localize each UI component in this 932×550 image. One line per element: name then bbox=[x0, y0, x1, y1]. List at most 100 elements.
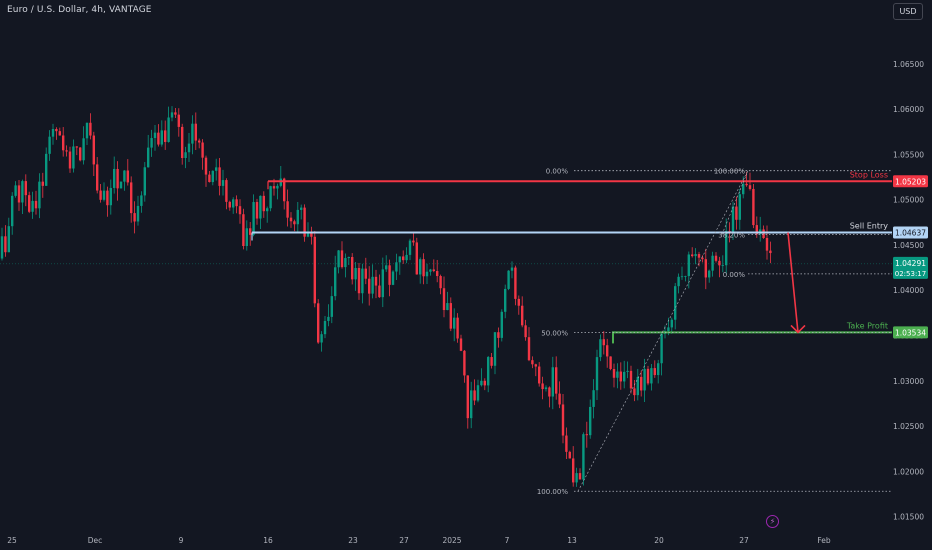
candle-body bbox=[201, 142, 204, 158]
candle-body bbox=[391, 271, 395, 285]
candle-body bbox=[653, 368, 656, 376]
candle-body bbox=[480, 380, 483, 386]
currency-button[interactable]: USD bbox=[893, 3, 923, 20]
price-tick-label: 1.06000 bbox=[893, 105, 924, 114]
fib-label: 0.00% bbox=[546, 168, 569, 176]
candle-body bbox=[245, 228, 248, 247]
candle-body bbox=[385, 265, 388, 270]
candle-body bbox=[228, 201, 231, 208]
candle-body bbox=[269, 186, 272, 209]
candle-body bbox=[4, 236, 7, 253]
candle-body bbox=[286, 201, 289, 218]
candle-body bbox=[126, 170, 129, 183]
candle-body bbox=[344, 258, 347, 268]
flash-icon[interactable]: ⚡ bbox=[766, 515, 779, 528]
candle-body bbox=[371, 276, 374, 294]
candle-body bbox=[164, 130, 167, 142]
countdown-label: 02:53:17 bbox=[895, 270, 926, 278]
candle-body bbox=[198, 140, 201, 143]
candle-body bbox=[130, 182, 133, 214]
candle-body bbox=[643, 368, 646, 391]
levels-layer: Stop Loss Sell Entry Take Profit bbox=[251, 170, 892, 344]
candle-body bbox=[650, 368, 653, 384]
candle-body bbox=[738, 194, 741, 220]
candle-body bbox=[541, 383, 544, 390]
candle-body bbox=[147, 147, 150, 168]
fib-label: 100.00% bbox=[714, 168, 745, 176]
price-tick-label: 1.05000 bbox=[893, 196, 924, 205]
candle-body bbox=[323, 320, 327, 335]
candle-body bbox=[38, 181, 41, 209]
candle-body bbox=[191, 123, 194, 144]
candle-body bbox=[14, 185, 17, 196]
candle-body bbox=[150, 138, 153, 148]
candle-body bbox=[58, 131, 61, 136]
candle-body bbox=[68, 151, 72, 169]
candle-body bbox=[136, 205, 140, 222]
last-price-tag bbox=[893, 256, 928, 279]
candle-body bbox=[99, 190, 102, 200]
candle-body bbox=[143, 167, 146, 196]
candle-body bbox=[670, 319, 673, 328]
candle-body bbox=[476, 385, 480, 401]
candle-body bbox=[167, 117, 170, 142]
candle-body bbox=[368, 278, 371, 294]
candle-body bbox=[218, 167, 221, 186]
candle-body bbox=[500, 311, 503, 338]
price-axis-layer: 1.06500 1.06000 1.05500 1.05000 1.04500 1.040… bbox=[893, 60, 928, 522]
take-profit-price-label: 1.03534 bbox=[895, 328, 926, 337]
candle-body bbox=[697, 254, 701, 258]
candle-body bbox=[327, 316, 330, 321]
candle-body bbox=[306, 233, 310, 237]
candle-body bbox=[48, 136, 51, 154]
candle-body bbox=[194, 123, 197, 141]
candle-body bbox=[51, 128, 55, 137]
candle-body bbox=[548, 387, 551, 397]
candle-body bbox=[432, 269, 435, 272]
candle-body bbox=[170, 112, 174, 118]
candle-body bbox=[551, 367, 554, 397]
take-profit-marker bbox=[612, 331, 614, 344]
price-tick-label: 1.02000 bbox=[893, 467, 924, 476]
candle-body bbox=[657, 363, 660, 376]
sell-entry-label: Sell Entry bbox=[850, 222, 889, 231]
stop-loss-price-label: 1.05203 bbox=[895, 177, 926, 186]
time-tick-label: 23 bbox=[348, 536, 358, 545]
candle-body bbox=[177, 114, 180, 127]
candle-body bbox=[364, 268, 367, 279]
candle-body bbox=[17, 185, 21, 203]
candle-body bbox=[357, 267, 361, 294]
candle-body bbox=[276, 185, 279, 189]
candle-body bbox=[517, 298, 520, 306]
candle-body bbox=[497, 332, 500, 338]
candle-body bbox=[456, 317, 459, 339]
time-tick-label: 16 bbox=[263, 536, 273, 545]
candle-body bbox=[626, 370, 629, 372]
candle-body bbox=[79, 147, 82, 161]
candle-body bbox=[181, 126, 184, 159]
candle-body bbox=[646, 368, 650, 384]
candle-body bbox=[609, 356, 612, 369]
candle-body bbox=[0, 236, 4, 259]
candle-body bbox=[238, 206, 242, 215]
candle-body bbox=[62, 135, 65, 151]
stop-loss-price-tag bbox=[893, 175, 928, 188]
candle-body bbox=[606, 345, 609, 357]
candle-body bbox=[762, 229, 765, 238]
candle-body bbox=[317, 303, 320, 343]
candle-body bbox=[340, 250, 344, 268]
sell-entry-price-tag bbox=[893, 226, 928, 239]
candle-body bbox=[684, 276, 687, 277]
candle-body bbox=[419, 259, 422, 275]
time-tick-label: Feb bbox=[817, 536, 831, 545]
candle-body bbox=[82, 138, 85, 161]
candle-body bbox=[731, 206, 735, 234]
candle-body bbox=[106, 190, 109, 206]
candle-body bbox=[483, 380, 486, 386]
fib-lower-label: 100.00% bbox=[537, 488, 568, 496]
candle-body bbox=[89, 122, 92, 136]
candle-body bbox=[55, 128, 58, 132]
candle-body bbox=[711, 255, 714, 271]
candle-body bbox=[7, 226, 10, 253]
